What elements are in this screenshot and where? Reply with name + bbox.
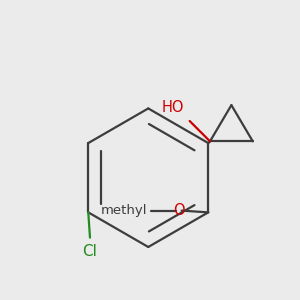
Text: Cl: Cl	[82, 244, 98, 259]
Text: O: O	[173, 203, 184, 218]
Text: methyl: methyl	[101, 204, 148, 217]
Text: HO: HO	[161, 100, 184, 115]
